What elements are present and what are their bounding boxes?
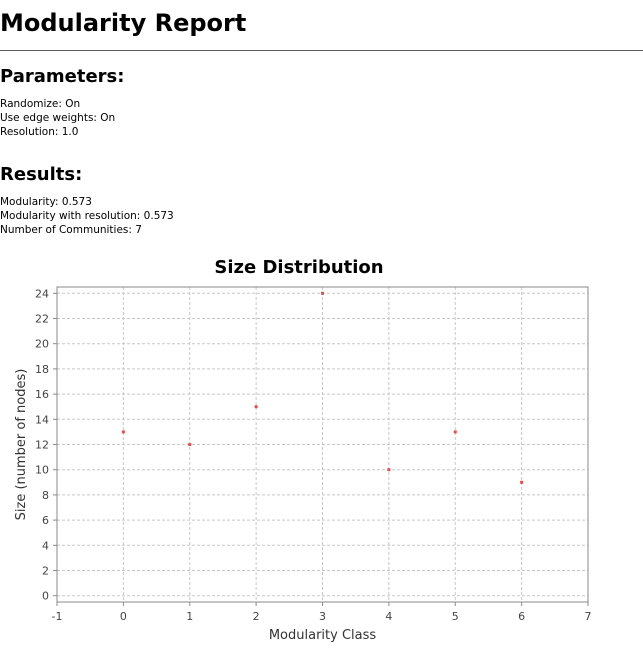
- chart-canvas: Size Distribution -1 0 1 2 3 4 5 6 7024681012141…: [14, 257, 592, 643]
- y-tick-label: 4: [42, 539, 49, 552]
- chart-title: Size Distribution: [214, 257, 383, 278]
- y-axis-label: Size (number of nodes): [14, 369, 29, 521]
- y-tick-label: 2: [42, 565, 49, 578]
- parameters-list: Randomize: On Use edge weights: On Resol…: [0, 97, 115, 139]
- x-tick-label: 1: [186, 610, 193, 623]
- y-tick-label: 0: [42, 590, 49, 603]
- size-distribution-chart: Size Distribution -1 0 1 2 3 4 5 6 7 0 2 4 6 8 10 12 14 1…: [0, 245, 643, 650]
- data-point: [520, 480, 524, 484]
- x-tick-label: 2: [253, 610, 260, 623]
- parameter-randomize: Randomize: On: [0, 98, 81, 110]
- x-tick-label: 0: [120, 610, 127, 623]
- parameter-resolution: Resolution: 1.0: [0, 126, 79, 138]
- x-tick-label: 6: [518, 610, 525, 623]
- y-tick-label: 12: [35, 439, 49, 452]
- y-tick-label: 24: [35, 287, 49, 300]
- y-tick-label: 20: [35, 338, 49, 351]
- result-modularity-resolution: Modularity with resolution: 0.573: [0, 210, 174, 222]
- parameters-heading: Parameters:: [0, 66, 125, 87]
- y-tick-label: 18: [35, 363, 49, 376]
- chart-gridlines: [57, 287, 588, 602]
- y-tick-label: 22: [35, 313, 49, 326]
- y-tick-label: 6: [42, 514, 49, 527]
- report-title: Modularity Report: [0, 9, 247, 37]
- x-tick-label: 4: [385, 610, 392, 623]
- result-modularity: Modularity: 0.573: [0, 196, 92, 208]
- y-tick-label: 16: [35, 388, 49, 401]
- y-tick-label: 14: [35, 413, 49, 426]
- data-point: [321, 291, 324, 295]
- data-point: [188, 443, 192, 446]
- x-tick-label: 7: [585, 610, 592, 623]
- parameter-edge-weights: Use edge weights: On: [0, 112, 116, 124]
- x-tick-label: 3: [319, 610, 326, 623]
- title-divider: [0, 50, 643, 51]
- data-point: [387, 468, 391, 472]
- result-community-count: Number of Communities: 7: [0, 224, 142, 236]
- results-list: Modularity: 0.573 Modularity with resolu…: [0, 195, 174, 237]
- x-tick-label: -1: [52, 610, 63, 623]
- y-tick-label: 8: [42, 489, 49, 502]
- data-point: [121, 430, 125, 434]
- data-point: [254, 405, 258, 409]
- y-tick-label: 10: [35, 464, 49, 477]
- x-axis-label: Modularity Class: [269, 628, 377, 643]
- chart-data-points: [121, 291, 524, 484]
- data-point: [453, 430, 457, 434]
- results-heading: Results:: [0, 164, 83, 185]
- x-tick-label: 5: [452, 610, 459, 623]
